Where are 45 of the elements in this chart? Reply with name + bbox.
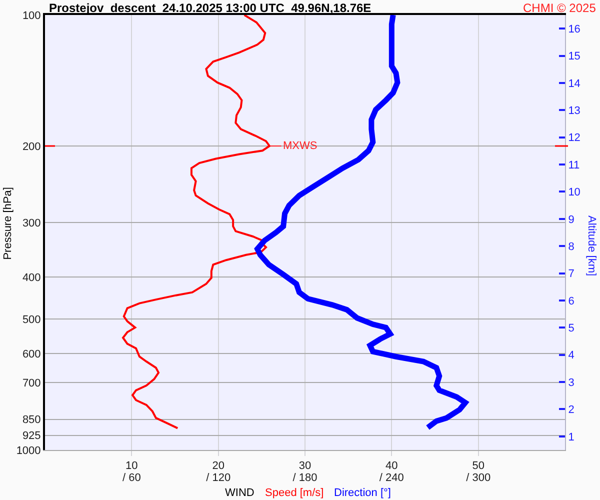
y-tick-label: 925: [22, 430, 41, 442]
y-tick-label: 850: [22, 414, 41, 426]
y-tick-label: 500: [22, 314, 41, 326]
x-tick-label: 40: [386, 460, 398, 472]
text: Direction [°]: [334, 487, 391, 499]
y-tick-label: 300: [22, 217, 41, 230]
y-tick-label: 600: [22, 348, 41, 360]
x-tick-label: 20: [212, 460, 224, 472]
x-axis-title: WIND: [225, 487, 254, 499]
x-tick-label: 10: [126, 460, 138, 472]
y-tick-label: 200: [22, 140, 41, 153]
y2-tick-label: 11: [568, 159, 580, 172]
y2-tick-label: 15: [568, 50, 580, 63]
y2-tick-label: 16: [568, 23, 580, 36]
x2-tick-label: / 300: [466, 472, 491, 484]
y2-tick-label: 10: [568, 186, 580, 199]
y-tick-label: 400: [22, 272, 41, 284]
x-tick-label: 50: [472, 460, 484, 472]
y-axis-title: Pressure [hPa]: [2, 187, 14, 260]
text: Speed [m/s]: [265, 487, 324, 499]
y2-tick-label: 12: [568, 132, 580, 144]
x2-tick-label: / 180: [292, 472, 318, 484]
x2-tick-label: / 120: [206, 472, 231, 484]
y2-tick-label: 13: [568, 105, 580, 118]
annotation: CHMI © 2025: [523, 1, 596, 15]
y2-tick-label: 6: [568, 295, 574, 308]
y2-axis-title: Altitude [km]: [586, 216, 598, 276]
x2-tick-label: / 240: [379, 472, 404, 484]
y2-tick-label: 8: [568, 240, 574, 253]
annotation: MXWS: [283, 140, 318, 152]
x2-tick-label: / 60: [122, 472, 141, 484]
y2-tick-label: 4: [568, 350, 574, 362]
y-tick-label: 700: [22, 377, 41, 390]
y2-tick-label: 14: [568, 78, 580, 90]
line-series: [122, 15, 270, 430]
y2-tick-label: 2: [568, 404, 574, 416]
y2-tick-label: 9: [568, 214, 574, 226]
x-tick-label: 30: [298, 460, 312, 472]
y-tick-label: 1000: [16, 444, 41, 457]
chart-title: Prostejov descent 24.10.2025 13:00 UTC 49.96N,18.76E: [49, 1, 372, 16]
y2-tick-label: 5: [568, 322, 574, 335]
y2-tick-label: 7: [568, 268, 574, 280]
y2-tick-label: 1: [568, 431, 574, 444]
y2-tick-label: 3: [568, 376, 574, 389]
y-tick-label: 100: [22, 10, 41, 22]
